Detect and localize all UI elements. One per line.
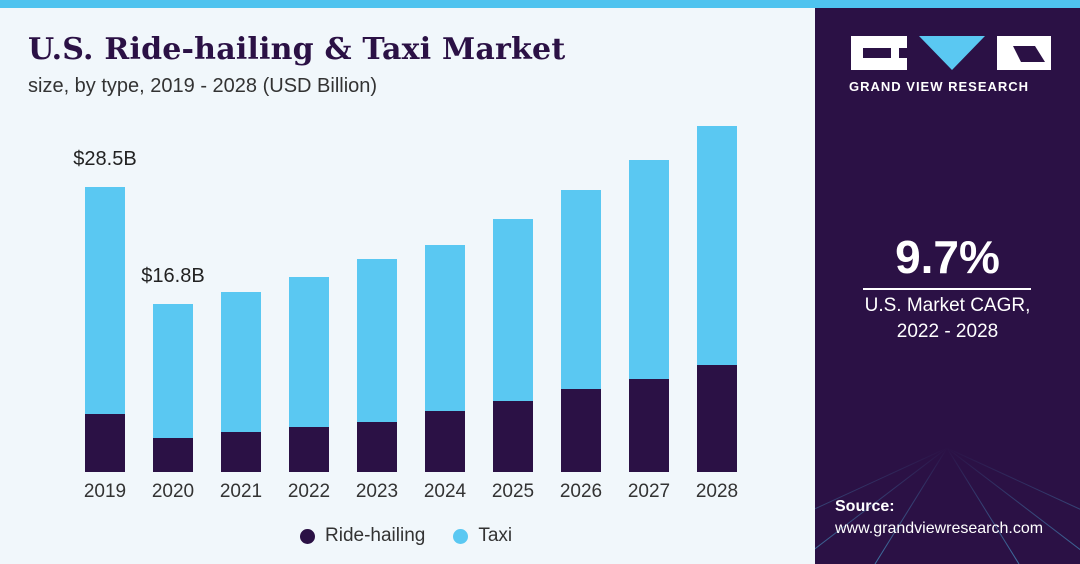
bar-taxi-2020 bbox=[153, 304, 193, 438]
brand-name: GRAND VIEW RESEARCH bbox=[849, 79, 1030, 94]
x-tick-label-2023: 2023 bbox=[356, 481, 398, 502]
chart-panel: U.S. Ride-hailing & Taxi Market size, by… bbox=[0, 8, 815, 564]
x-tick-label-2024: 2024 bbox=[424, 481, 467, 502]
cagr-divider bbox=[863, 288, 1031, 290]
x-tick-label-2027: 2027 bbox=[628, 481, 670, 502]
legend-item-taxi: Taxi bbox=[453, 525, 512, 547]
bar-taxi-2028 bbox=[697, 126, 737, 365]
stacked-bar-chart: 2019 2020 2021 2022 2023 2024 2025 2026 2027 2028… bbox=[73, 126, 738, 502]
bar-ride-hailing-2020 bbox=[153, 438, 193, 472]
bar-ride-hailing-2021 bbox=[221, 432, 261, 472]
bar-taxi-2027 bbox=[629, 160, 669, 379]
chart-title: U.S. Ride-hailing & Taxi Market bbox=[28, 32, 566, 67]
cagr-label-line2: 2022 - 2028 bbox=[896, 321, 999, 342]
bar-ride-hailing-2028 bbox=[697, 365, 737, 472]
data-label-2020: $16.8B bbox=[141, 265, 204, 287]
legend-item-ride-hailing: Ride-hailing bbox=[300, 525, 425, 547]
legend-label-taxi: Taxi bbox=[478, 525, 513, 546]
chart-subtitle: size, by type, 2019 - 2028 (USD Billion) bbox=[28, 75, 378, 97]
bar-ride-hailing-2027 bbox=[629, 379, 669, 472]
decorative-grid-floor bbox=[815, 448, 1080, 564]
cagr-value: 9.7% bbox=[895, 231, 1000, 283]
x-tick-label-2020: 2020 bbox=[152, 481, 194, 502]
cagr-label-line1: U.S. Market CAGR, bbox=[864, 295, 1031, 316]
top-accent-bar bbox=[0, 0, 1080, 8]
x-tick-label-2022: 2022 bbox=[288, 481, 330, 502]
data-label-2019: $28.5B bbox=[73, 148, 136, 170]
x-tick-label-2025: 2025 bbox=[492, 481, 534, 502]
legend-label-ride-hailing: Ride-hailing bbox=[325, 525, 426, 546]
bar-ride-hailing-2019 bbox=[85, 414, 125, 472]
bar-ride-hailing-2025 bbox=[493, 401, 533, 472]
bar-taxi-2023 bbox=[357, 259, 397, 422]
legend-swatch-ride-hailing bbox=[300, 528, 315, 544]
x-tick-label-2026: 2026 bbox=[560, 481, 602, 502]
bar-taxi-2019 bbox=[85, 187, 125, 414]
bar-ride-hailing-2022 bbox=[289, 427, 329, 472]
bar-taxi-2022 bbox=[289, 277, 329, 427]
chart-legend: Ride-hailing Taxi bbox=[300, 525, 530, 547]
bar-ride-hailing-2023 bbox=[357, 422, 397, 472]
bar-taxi-2021 bbox=[221, 292, 261, 432]
legend-swatch-taxi bbox=[453, 528, 469, 544]
bar-taxi-2025 bbox=[493, 219, 533, 401]
source-label: Source: bbox=[835, 498, 895, 515]
source-link[interactable]: www.grandviewresearch.com bbox=[835, 520, 1044, 537]
cagr-label: U.S. Market CAGR, 2022 - 2028 bbox=[815, 293, 1080, 345]
grand-view-research-logo bbox=[851, 36, 1051, 70]
bar-ride-hailing-2026 bbox=[561, 389, 601, 472]
bar-ride-hailing-2024 bbox=[425, 411, 465, 472]
side-panel: GRAND VIEW RESEARCH 9.7% U.S. Market CAG… bbox=[815, 8, 1080, 564]
x-tick-label-2028: 2028 bbox=[696, 481, 738, 502]
bar-taxi-2024 bbox=[425, 245, 465, 411]
x-tick-label-2021: 2021 bbox=[220, 481, 262, 502]
bar-taxi-2026 bbox=[561, 190, 601, 389]
x-tick-label-2019: 2019 bbox=[84, 481, 126, 502]
